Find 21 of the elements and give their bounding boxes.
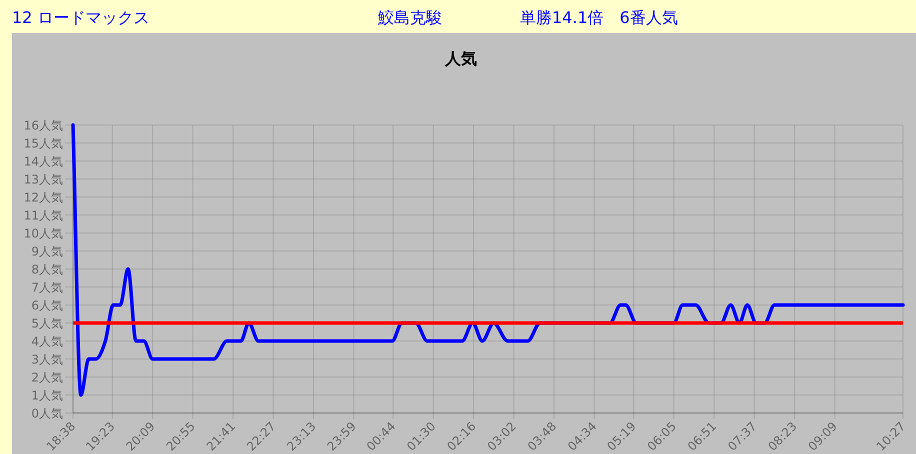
y-tick-label: 15人気 [24,136,63,150]
y-tick-label: 6人気 [31,298,63,312]
y-tick-label: 12人気 [24,190,63,204]
y-tick-label: 5人気 [31,316,63,330]
y-tick-label: 4人気 [31,334,63,348]
y-tick-label: 3人気 [31,352,63,366]
y-tick-label: 1人気 [31,388,63,402]
text: 鮫島克駿 [378,8,442,27]
y-tick-label: 13人気 [24,172,63,186]
text: 12 ロードマックス [12,8,150,27]
chart-title: 人気 [444,49,477,68]
y-tick-label: 0人気 [31,406,63,420]
y-tick-label: 10人気 [24,226,63,240]
y-tick-label: 14人気 [24,154,63,168]
y-tick-label: 8人気 [31,262,63,276]
text: 単勝14.1倍 6番人気 [520,8,678,27]
y-tick-label: 7人気 [31,280,63,294]
y-tick-label: 9人気 [31,244,63,258]
y-tick-label: 11人気 [24,208,63,222]
y-tick-label: 16人気 [24,118,63,132]
y-tick-label: 2人気 [31,370,63,384]
